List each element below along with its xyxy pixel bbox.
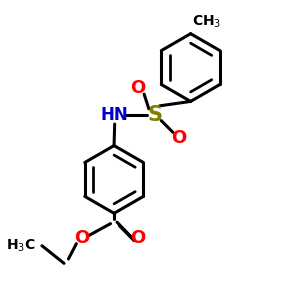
Text: O: O (171, 129, 187, 147)
Text: H$_3$C: H$_3$C (6, 238, 36, 254)
Text: O: O (130, 229, 145, 247)
Text: S: S (148, 105, 163, 125)
Text: CH$_3$: CH$_3$ (192, 14, 221, 30)
Text: HN: HN (100, 106, 128, 124)
Text: O: O (74, 229, 89, 247)
Text: O: O (130, 79, 145, 97)
